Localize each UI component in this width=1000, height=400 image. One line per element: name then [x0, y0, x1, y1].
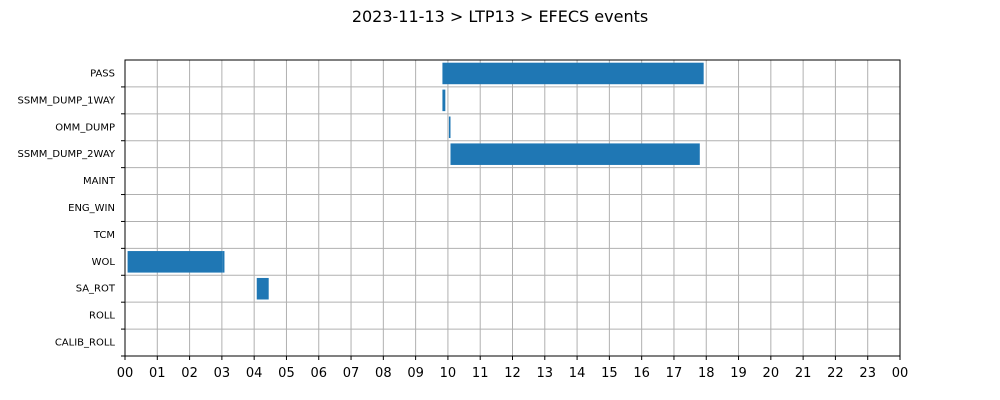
x-tick-label: 21 [795, 366, 812, 381]
x-tick-label: 09 [407, 366, 424, 381]
x-tick-label: 17 [666, 366, 683, 381]
event-bar-wol [127, 251, 223, 273]
chart-title: 2023-11-13 > LTP13 > EFECS events [352, 7, 648, 26]
event-bar-ssmm-dump-2way [450, 143, 700, 165]
x-tick-label: 12 [504, 366, 521, 381]
y-tick-label: PASS [90, 68, 115, 79]
x-tick-label: 22 [827, 366, 844, 381]
x-tick-label: 04 [246, 366, 263, 381]
y-tick-label: WOL [92, 257, 116, 268]
x-tick-label: 16 [633, 366, 650, 381]
x-tick-label: 18 [698, 366, 715, 381]
x-tick-label: 03 [214, 366, 231, 381]
x-tick-label: 13 [537, 366, 554, 381]
x-tick-label: 02 [181, 366, 198, 381]
y-tick-label: MAINT [83, 176, 116, 187]
grid-lines [125, 60, 900, 356]
x-tick-label: 00 [892, 366, 909, 381]
y-tick-label: CALIB_ROLL [55, 338, 116, 349]
x-tick-label: 20 [763, 366, 780, 381]
x-tick-label: 19 [730, 366, 747, 381]
x-tick-label: 10 [440, 366, 457, 381]
y-tick-label: ENG_WIN [68, 203, 115, 214]
event-bars [127, 62, 704, 300]
y-tick-label: SA_ROT [76, 284, 116, 295]
x-tick-label: 05 [278, 366, 295, 381]
x-tick-label: 11 [472, 366, 489, 381]
x-tick-label: 15 [601, 366, 618, 381]
x-axis: 00 01 02 03 04 05 06 07 08 09 10 11 12 13 14 15 16 17 18 19… [117, 356, 909, 381]
y-tick-label: SSMM_DUMP_1WAY [17, 95, 115, 106]
y-axis: PASS SSMM_DUMP_1WAY OMM_DUMP SSMM_DUMP_2WAY… [17, 68, 125, 357]
event-bar-pass [442, 62, 704, 85]
x-tick-label: 23 [859, 366, 876, 381]
x-tick-label: 08 [375, 366, 392, 381]
x-tick-label: 00 [117, 366, 134, 381]
y-tick-label: ROLL [89, 311, 115, 322]
event-bar-omm-dump [448, 116, 451, 139]
event-bar-sa-rot [256, 277, 269, 300]
event-bar-wol [222, 251, 225, 273]
x-tick-label: 06 [310, 366, 327, 381]
event-bar-ssmm-dump-1way [442, 89, 446, 112]
x-tick-label: 07 [343, 366, 360, 381]
y-tick-label: SSMM_DUMP_2WAY [17, 149, 115, 160]
x-tick-label: 01 [149, 366, 166, 381]
x-tick-label: 14 [569, 366, 586, 381]
y-tick-label: TCM [93, 230, 115, 241]
y-tick-label: OMM_DUMP [55, 122, 115, 133]
